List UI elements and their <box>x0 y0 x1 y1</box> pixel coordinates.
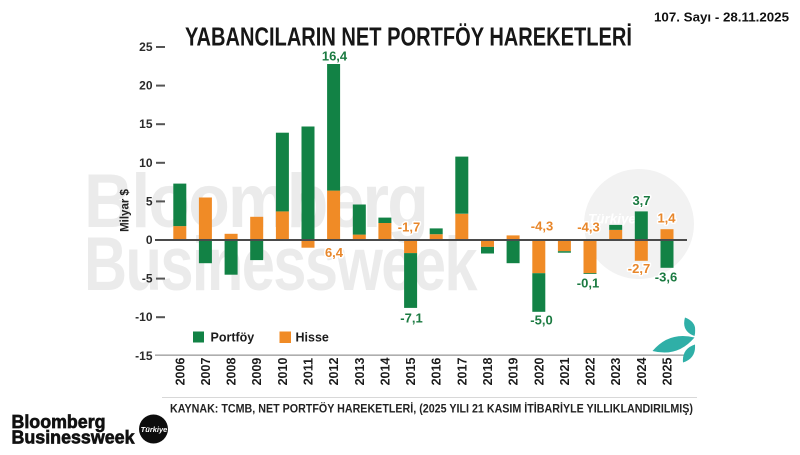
svg-text:3,7: 3,7 <box>632 193 650 208</box>
svg-text:-3,6: -3,6 <box>655 270 677 285</box>
svg-text:2008: 2008 <box>225 358 239 386</box>
svg-text:25: 25 <box>139 40 153 54</box>
svg-text:10: 10 <box>139 156 153 170</box>
svg-text:2009: 2009 <box>250 358 264 386</box>
svg-text:6,4: 6,4 <box>325 245 344 260</box>
svg-text:Portföy: Portföy <box>211 331 255 345</box>
svg-text:2017: 2017 <box>455 358 469 386</box>
svg-text:-15: -15 <box>135 349 153 363</box>
svg-text:2007: 2007 <box>199 358 213 386</box>
svg-text:-7,1: -7,1 <box>400 311 422 326</box>
svg-text:16,4: 16,4 <box>322 49 348 64</box>
svg-text:20: 20 <box>139 79 153 93</box>
svg-text:2024: 2024 <box>635 358 649 386</box>
svg-text:2012: 2012 <box>327 358 341 386</box>
svg-text:Businessweek: Businessweek <box>12 427 136 448</box>
svg-text:2023: 2023 <box>609 358 623 386</box>
svg-text:2020: 2020 <box>532 358 546 386</box>
svg-text:5: 5 <box>146 194 153 208</box>
svg-text:Türkiye: Türkiye <box>141 425 168 434</box>
svg-text:2014: 2014 <box>378 358 392 386</box>
svg-text:1,4: 1,4 <box>657 211 676 226</box>
svg-text:2021: 2021 <box>558 358 572 386</box>
svg-text:-4,3: -4,3 <box>577 220 599 235</box>
svg-text:-5,0: -5,0 <box>530 313 552 328</box>
svg-text:-0,1: -0,1 <box>577 276 599 291</box>
svg-text:2013: 2013 <box>353 358 367 386</box>
svg-text:-2,7: -2,7 <box>628 261 650 276</box>
svg-text:2019: 2019 <box>507 358 521 386</box>
svg-text:-4,3: -4,3 <box>531 219 553 234</box>
svg-text:Milyar $: Milyar $ <box>120 188 132 231</box>
svg-text:2010: 2010 <box>276 358 290 386</box>
svg-text:15: 15 <box>139 117 153 131</box>
svg-text:-1,7: -1,7 <box>398 220 420 235</box>
svg-text:107. Sayı - 28.11.2025: 107. Sayı - 28.11.2025 <box>654 9 789 24</box>
svg-text:Hisse: Hisse <box>296 331 329 345</box>
svg-text:2006: 2006 <box>173 358 187 386</box>
svg-text:Türkiye: Türkiye <box>588 212 637 227</box>
svg-text:2016: 2016 <box>430 358 444 386</box>
svg-text:2025: 2025 <box>661 358 675 386</box>
svg-text:KAYNAK: TCMB, NET PORTFÖY HARE: KAYNAK: TCMB, NET PORTFÖY HAREKETLERİ, (… <box>170 403 693 416</box>
svg-text:2011: 2011 <box>302 358 316 385</box>
svg-text:0: 0 <box>146 233 153 247</box>
svg-text:Bloomberg: Bloomberg <box>12 411 106 432</box>
svg-text:-5: -5 <box>142 272 153 286</box>
svg-text:2015: 2015 <box>404 358 418 386</box>
svg-text:YABANCILARIN NET PORTFÖY HAREK: YABANCILARIN NET PORTFÖY HAREKETLERİ <box>185 22 632 52</box>
svg-text:-10: -10 <box>135 310 153 324</box>
svg-text:2018: 2018 <box>481 358 495 386</box>
svg-text:2022: 2022 <box>584 358 598 386</box>
